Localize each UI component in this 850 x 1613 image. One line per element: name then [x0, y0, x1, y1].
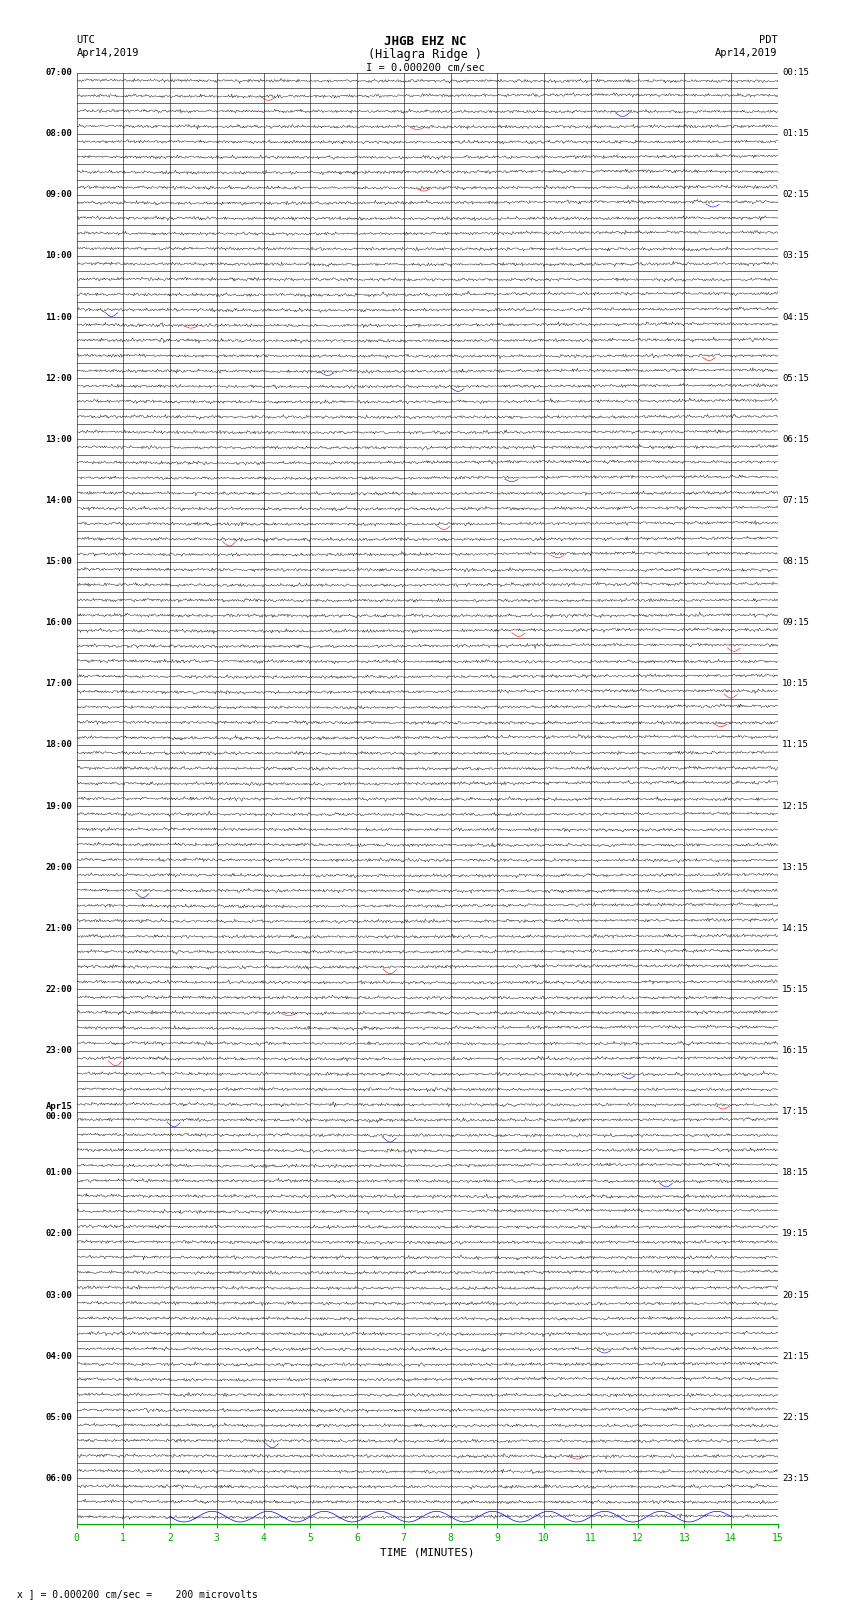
Text: 07:00: 07:00 [45, 68, 72, 77]
Text: 15:00: 15:00 [45, 556, 72, 566]
Text: 16:15: 16:15 [782, 1047, 809, 1055]
Text: 19:00: 19:00 [45, 802, 72, 811]
Text: 21:00: 21:00 [45, 924, 72, 932]
Text: 14:00: 14:00 [45, 495, 72, 505]
Text: 19:15: 19:15 [782, 1229, 809, 1239]
Text: 20:15: 20:15 [782, 1290, 809, 1300]
Text: 02:00: 02:00 [45, 1229, 72, 1239]
Text: 11:00: 11:00 [45, 313, 72, 321]
Text: 04:00: 04:00 [45, 1352, 72, 1361]
Text: (Hilagra Ridge ): (Hilagra Ridge ) [368, 48, 482, 61]
Text: 02:15: 02:15 [782, 190, 809, 200]
Text: 01:15: 01:15 [782, 129, 809, 139]
Text: 23:00: 23:00 [45, 1047, 72, 1055]
Text: PDT: PDT [759, 35, 778, 45]
Text: 20:00: 20:00 [45, 863, 72, 871]
Text: 05:15: 05:15 [782, 374, 809, 382]
Text: I = 0.000200 cm/sec: I = 0.000200 cm/sec [366, 63, 484, 73]
Text: 16:00: 16:00 [45, 618, 72, 627]
Text: 09:00: 09:00 [45, 190, 72, 200]
Text: 09:15: 09:15 [782, 618, 809, 627]
Text: 18:15: 18:15 [782, 1168, 809, 1177]
Text: 21:15: 21:15 [782, 1352, 809, 1361]
Text: 12:15: 12:15 [782, 802, 809, 811]
Text: Apr15
00:00: Apr15 00:00 [45, 1102, 72, 1121]
Text: 13:00: 13:00 [45, 436, 72, 444]
Text: 07:15: 07:15 [782, 495, 809, 505]
Text: UTC: UTC [76, 35, 95, 45]
Text: 22:15: 22:15 [782, 1413, 809, 1421]
Text: 00:15: 00:15 [782, 68, 809, 77]
Text: 05:00: 05:00 [45, 1413, 72, 1421]
Text: 18:00: 18:00 [45, 740, 72, 750]
Text: 04:15: 04:15 [782, 313, 809, 321]
Text: 03:15: 03:15 [782, 252, 809, 260]
Text: 15:15: 15:15 [782, 986, 809, 994]
Text: 08:15: 08:15 [782, 556, 809, 566]
Text: 06:15: 06:15 [782, 436, 809, 444]
Text: 14:15: 14:15 [782, 924, 809, 932]
Text: 17:00: 17:00 [45, 679, 72, 689]
Text: 23:15: 23:15 [782, 1474, 809, 1482]
Text: 12:00: 12:00 [45, 374, 72, 382]
Text: 22:00: 22:00 [45, 986, 72, 994]
Text: 06:00: 06:00 [45, 1474, 72, 1482]
Text: x ] = 0.000200 cm/sec =    200 microvolts: x ] = 0.000200 cm/sec = 200 microvolts [17, 1589, 258, 1598]
Text: 17:15: 17:15 [782, 1107, 809, 1116]
Text: JHGB EHZ NC: JHGB EHZ NC [383, 35, 467, 48]
Text: 01:00: 01:00 [45, 1168, 72, 1177]
Text: Apr14,2019: Apr14,2019 [76, 48, 139, 58]
Text: Apr14,2019: Apr14,2019 [715, 48, 778, 58]
Text: 10:15: 10:15 [782, 679, 809, 689]
Text: 11:15: 11:15 [782, 740, 809, 750]
X-axis label: TIME (MINUTES): TIME (MINUTES) [380, 1547, 474, 1558]
Text: 10:00: 10:00 [45, 252, 72, 260]
Text: 08:00: 08:00 [45, 129, 72, 139]
Text: 13:15: 13:15 [782, 863, 809, 871]
Text: 03:00: 03:00 [45, 1290, 72, 1300]
